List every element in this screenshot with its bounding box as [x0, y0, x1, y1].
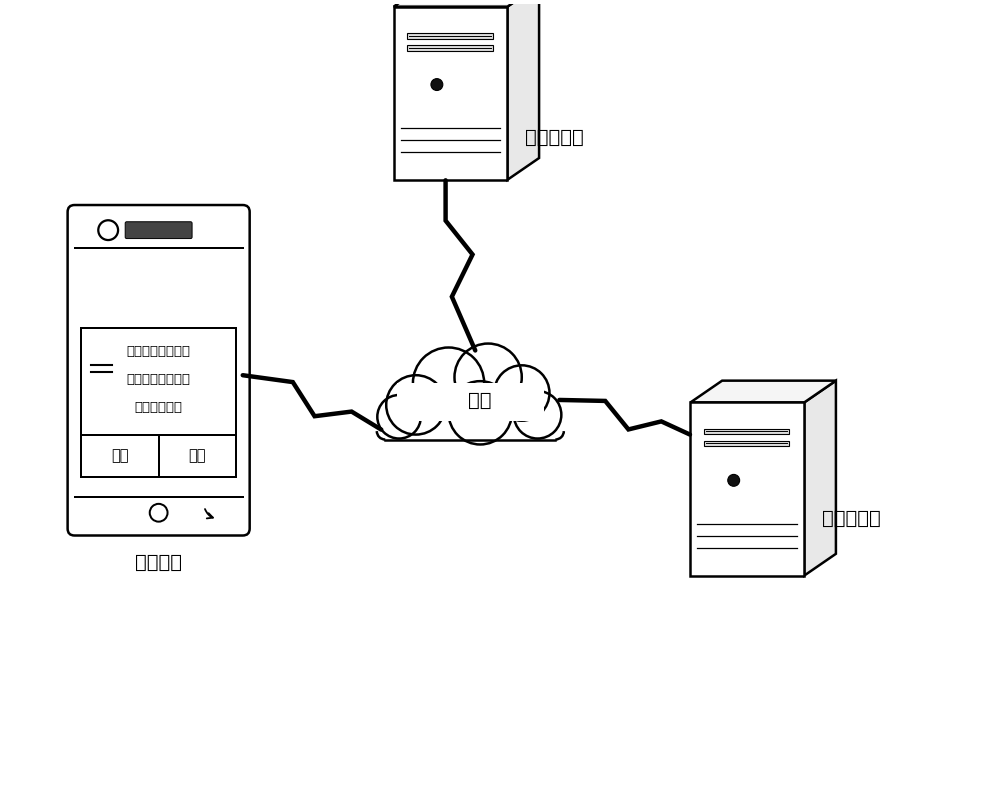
- Text: 前通信号码？: 前通信号码？: [135, 401, 183, 414]
- Circle shape: [449, 381, 512, 445]
- Polygon shape: [383, 423, 557, 439]
- Text: 是否将微信绑定的: 是否将微信绑定的: [127, 345, 191, 358]
- Polygon shape: [704, 429, 789, 435]
- Text: 通信号码更换为当: 通信号码更换为当: [127, 373, 191, 386]
- Polygon shape: [81, 328, 236, 477]
- Circle shape: [514, 391, 561, 438]
- FancyBboxPatch shape: [68, 205, 250, 536]
- Text: 网络: 网络: [468, 390, 492, 409]
- Polygon shape: [690, 402, 804, 576]
- Text: 咕咚服务器: 咕咚服务器: [525, 128, 583, 147]
- Circle shape: [377, 395, 421, 438]
- Circle shape: [98, 220, 118, 240]
- Polygon shape: [804, 381, 836, 576]
- Polygon shape: [395, 383, 546, 423]
- Polygon shape: [397, 383, 544, 421]
- Polygon shape: [704, 441, 789, 446]
- Text: 拒绝: 拒绝: [188, 449, 206, 464]
- Circle shape: [386, 375, 446, 435]
- Circle shape: [494, 365, 549, 421]
- Polygon shape: [407, 45, 493, 51]
- Polygon shape: [394, 0, 539, 6]
- Circle shape: [728, 475, 740, 487]
- Polygon shape: [394, 6, 507, 180]
- Circle shape: [413, 348, 484, 419]
- Text: 微信服务器: 微信服务器: [822, 510, 880, 529]
- FancyBboxPatch shape: [125, 222, 192, 239]
- Circle shape: [431, 79, 443, 91]
- Text: 同意: 同意: [111, 449, 129, 464]
- Circle shape: [454, 344, 522, 411]
- Polygon shape: [507, 0, 539, 180]
- Polygon shape: [690, 381, 836, 402]
- Text: 智能手机: 智能手机: [135, 553, 182, 572]
- Polygon shape: [407, 33, 493, 39]
